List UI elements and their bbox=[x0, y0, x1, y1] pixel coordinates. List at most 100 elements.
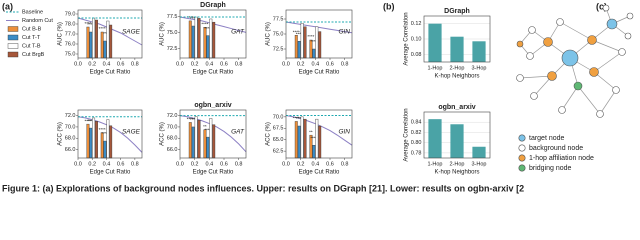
chart-title: DGraph bbox=[444, 8, 470, 15]
diagram-node bbox=[530, 92, 538, 100]
axes-frame bbox=[285, 9, 353, 59]
bar bbox=[312, 48, 316, 59]
diagram-node bbox=[624, 32, 632, 40]
model-label: SAGE bbox=[122, 28, 141, 35]
y-tick-label: 70.0 bbox=[65, 124, 76, 130]
significance-label: **** bbox=[84, 21, 91, 26]
significance-label: **** bbox=[307, 34, 314, 39]
x-tick-label: 0.0 bbox=[282, 161, 290, 167]
diagram-node bbox=[528, 26, 536, 34]
y-tick-label: 0.78 bbox=[411, 150, 422, 156]
y-tick-label: 0.80 bbox=[411, 140, 422, 146]
x-tick-label: 0.4 bbox=[206, 61, 214, 67]
panel-label: (a) bbox=[2, 1, 13, 11]
x-tick-label: 0.4 bbox=[103, 61, 111, 67]
y-tick-label: 0.84 bbox=[411, 120, 422, 126]
diagram-node bbox=[547, 71, 557, 81]
legend-swatch bbox=[518, 154, 526, 162]
significance-label: **** bbox=[190, 117, 197, 122]
y-tick-label: 76.0 bbox=[65, 41, 76, 47]
bar bbox=[95, 19, 98, 59]
diagram-edge bbox=[561, 85, 579, 111]
y-tick-label: 72.0 bbox=[65, 113, 76, 119]
bar bbox=[92, 17, 96, 59]
page: { "panel_labels": ["(a)", "(b)", "(c)"],… bbox=[2, 1, 634, 194]
x-tick-label: 1-Hop bbox=[428, 161, 443, 167]
bar bbox=[315, 118, 319, 159]
bar bbox=[197, 119, 201, 159]
diagram-edge bbox=[519, 75, 553, 79]
diagram-node bbox=[587, 35, 597, 45]
legend-swatch bbox=[518, 144, 526, 152]
significance-label: **** bbox=[296, 116, 303, 121]
significance-label: ** bbox=[309, 129, 313, 134]
bar bbox=[106, 20, 110, 59]
x-tick-label: 0.2 bbox=[88, 61, 96, 67]
significance-label: **** bbox=[296, 31, 303, 36]
bar bbox=[312, 144, 316, 159]
y-axis-label: Average Correlation bbox=[404, 12, 410, 65]
y-axis-label: AUC (%) bbox=[160, 22, 166, 46]
legend-label: Random Cut bbox=[22, 18, 53, 24]
diagram-node bbox=[589, 67, 599, 77]
significance-label: ** bbox=[203, 124, 207, 129]
panel-label: (c) bbox=[596, 1, 607, 11]
significance-label: **** bbox=[201, 21, 208, 26]
x-tick-label: 0.2 bbox=[297, 161, 305, 167]
diagram-edge bbox=[593, 51, 623, 73]
axes-frame bbox=[77, 109, 143, 159]
x-tick-label: 0.4 bbox=[312, 61, 320, 67]
bar bbox=[428, 119, 442, 158]
x-tick-label: 0.6 bbox=[220, 61, 228, 67]
bar bbox=[194, 16, 198, 59]
bar bbox=[103, 40, 107, 59]
model-label: GAT bbox=[231, 128, 245, 135]
x-tick-label: 0.0 bbox=[176, 161, 184, 167]
diagram-edge bbox=[599, 89, 617, 115]
bar bbox=[212, 124, 216, 159]
bar bbox=[103, 140, 107, 159]
bar bbox=[472, 41, 486, 62]
y-tick-label: 70.0 bbox=[273, 114, 284, 120]
diagram-node bbox=[606, 18, 618, 30]
model-label: GIN bbox=[338, 128, 350, 135]
legend-label: Cut T-T bbox=[22, 35, 41, 41]
bar bbox=[109, 24, 113, 59]
x-tick-label: 0.8 bbox=[341, 61, 349, 67]
y-tick-label: 77.5 bbox=[273, 16, 284, 22]
y-axis-label: ACC (%) bbox=[266, 122, 272, 146]
bar bbox=[191, 126, 195, 159]
random-cut-line bbox=[285, 21, 353, 34]
legend-label: background node bbox=[529, 145, 583, 152]
bar bbox=[86, 26, 90, 59]
x-tick-label: 0.6 bbox=[117, 61, 125, 67]
bar bbox=[303, 26, 307, 59]
y-tick-label: 75.0 bbox=[65, 51, 76, 57]
y-tick-label: 72.0 bbox=[167, 113, 178, 119]
legend-label: Cut BrgB bbox=[22, 52, 45, 58]
figure: (a) (b) (c) Figure 1: (a) Explorations o… bbox=[2, 1, 634, 193]
bar bbox=[191, 25, 195, 59]
x-tick-label: 0.2 bbox=[297, 61, 305, 67]
bar bbox=[95, 121, 98, 159]
legend-label: 1-hop affiliation node bbox=[529, 155, 594, 162]
legend-label: Cut T-B bbox=[22, 43, 41, 49]
significance-label: **** bbox=[310, 39, 317, 44]
significance-label: **** bbox=[187, 15, 194, 20]
y-tick-label: 77.0 bbox=[65, 31, 76, 37]
bar bbox=[188, 122, 192, 159]
diagram-node bbox=[516, 40, 524, 48]
significance-label: **** bbox=[102, 131, 109, 136]
diagram-node bbox=[543, 37, 553, 47]
x-tick-label: 2-Hop bbox=[450, 65, 465, 71]
x-tick-label: 0.0 bbox=[74, 61, 82, 67]
x-tick-label: 3-Hop bbox=[472, 65, 487, 71]
significance-label: **** bbox=[310, 135, 317, 140]
y-tick-label: 65.0 bbox=[273, 137, 284, 143]
chart-title: DGraph bbox=[200, 2, 226, 9]
x-axis-label: Edge Cut Ratio bbox=[90, 170, 131, 176]
y-tick-label: 0.12 bbox=[411, 21, 422, 27]
legend-swatch bbox=[7, 43, 19, 49]
x-tick-label: 0.8 bbox=[131, 161, 139, 167]
diagram-node bbox=[626, 12, 634, 20]
